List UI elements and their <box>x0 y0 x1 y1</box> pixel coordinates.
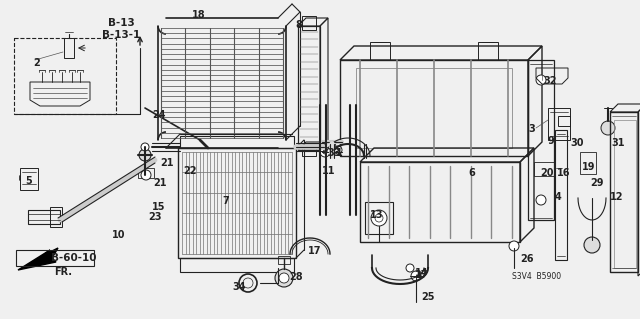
Bar <box>528 60 554 220</box>
Text: 12: 12 <box>610 192 623 202</box>
Polygon shape <box>18 248 58 270</box>
Text: 6: 6 <box>468 168 475 178</box>
Circle shape <box>601 121 615 135</box>
Bar <box>50 207 62 227</box>
Circle shape <box>324 141 336 153</box>
Text: 18: 18 <box>192 10 205 20</box>
Text: 23: 23 <box>148 212 161 222</box>
Text: 27: 27 <box>414 270 428 280</box>
Bar <box>555 130 567 260</box>
Bar <box>302 146 316 156</box>
Bar <box>614 120 636 268</box>
Text: 13: 13 <box>370 210 383 220</box>
Text: 31: 31 <box>611 138 625 148</box>
Text: 1: 1 <box>336 148 343 158</box>
Text: 15: 15 <box>152 202 166 212</box>
Text: FR.: FR. <box>54 267 72 277</box>
Circle shape <box>371 210 387 226</box>
Circle shape <box>406 264 414 272</box>
Text: 29: 29 <box>590 178 604 188</box>
Circle shape <box>275 269 293 287</box>
Text: 9: 9 <box>547 136 554 146</box>
Text: 7: 7 <box>222 196 228 206</box>
Text: B-60-10: B-60-10 <box>51 253 97 263</box>
Circle shape <box>141 143 149 151</box>
Circle shape <box>411 271 421 281</box>
Circle shape <box>375 214 383 222</box>
Text: 16: 16 <box>557 168 570 178</box>
Text: 26: 26 <box>520 254 534 264</box>
Text: 17: 17 <box>308 246 321 256</box>
Bar <box>28 210 60 224</box>
Text: 24: 24 <box>152 110 166 120</box>
Circle shape <box>323 150 327 154</box>
Circle shape <box>141 170 151 180</box>
Text: 3: 3 <box>528 124 535 134</box>
Circle shape <box>536 195 546 205</box>
Text: 21: 21 <box>153 178 166 188</box>
Bar <box>580 152 596 174</box>
Text: 20: 20 <box>540 168 554 178</box>
Text: 34: 34 <box>232 282 246 292</box>
Text: 8: 8 <box>295 20 302 30</box>
Bar <box>278 256 290 264</box>
Bar <box>180 258 294 272</box>
Text: 5: 5 <box>25 176 32 186</box>
Bar <box>20 168 38 190</box>
Bar <box>478 42 498 60</box>
Bar <box>356 68 512 148</box>
Circle shape <box>279 273 289 283</box>
Text: 21: 21 <box>160 158 173 168</box>
Text: 11: 11 <box>322 166 335 176</box>
Circle shape <box>139 149 151 161</box>
Text: 33: 33 <box>327 148 340 158</box>
Bar <box>298 26 320 150</box>
Bar <box>302 16 316 30</box>
Text: 19: 19 <box>582 162 595 172</box>
Text: 2: 2 <box>33 58 40 68</box>
Bar <box>178 148 296 258</box>
Bar <box>365 202 393 234</box>
Text: 4: 4 <box>555 192 562 202</box>
Circle shape <box>584 237 600 253</box>
Bar <box>180 136 294 148</box>
Text: 22: 22 <box>183 166 196 176</box>
Text: 30: 30 <box>570 138 584 148</box>
Circle shape <box>509 241 519 251</box>
Text: 25: 25 <box>421 292 435 302</box>
Bar <box>534 162 554 176</box>
Text: 14: 14 <box>415 268 429 278</box>
Bar <box>548 108 570 140</box>
Bar <box>138 168 154 178</box>
Circle shape <box>334 146 342 154</box>
Text: S3V4  B5900: S3V4 B5900 <box>512 272 561 281</box>
Text: B-13
B-13-1: B-13 B-13-1 <box>102 18 140 40</box>
Circle shape <box>536 75 546 85</box>
Bar <box>16 250 94 266</box>
Text: 32: 32 <box>543 76 557 86</box>
Bar <box>370 42 390 60</box>
Text: 28: 28 <box>289 272 303 282</box>
Circle shape <box>320 147 330 157</box>
Bar <box>610 112 638 272</box>
Text: 10: 10 <box>112 230 125 240</box>
Bar <box>14 38 116 114</box>
